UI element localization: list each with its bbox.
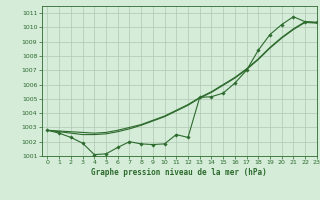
X-axis label: Graphe pression niveau de la mer (hPa): Graphe pression niveau de la mer (hPa) [91, 168, 267, 177]
